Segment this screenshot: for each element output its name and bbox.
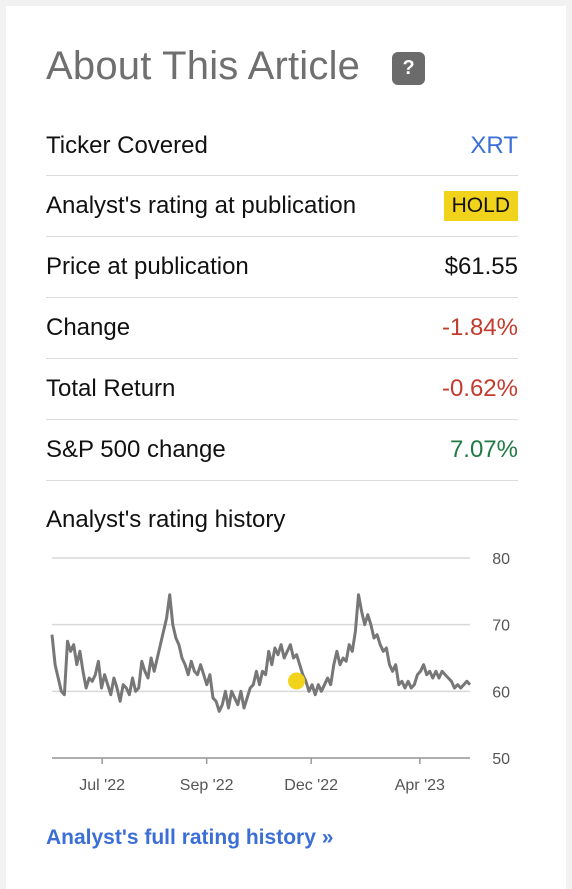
rating-label: Analyst's rating at publication [46, 192, 357, 219]
ticker-row: Ticker Covered XRT [46, 117, 518, 176]
total-return-value: -0.62% [441, 375, 518, 402]
sp500-value: 7.07% [449, 436, 518, 463]
sp500-label: S&P 500 change [46, 436, 226, 463]
total-return-row: Total Return -0.62% [46, 359, 518, 420]
price-series-line [50, 593, 472, 713]
x-tick-label: Apr '23 [395, 777, 445, 794]
total-return-label: Total Return [46, 375, 176, 402]
y-tick-label: 60 [492, 684, 510, 701]
rating-history-title: Analyst's rating history [46, 506, 286, 533]
sp500-row: S&P 500 change 7.07% [46, 420, 518, 481]
price-value: $61.55 [444, 253, 518, 280]
y-tick-label: 50 [492, 751, 510, 768]
help-icon[interactable]: ? [392, 52, 426, 85]
article-details-table: Ticker Covered XRT Analyst's rating at p… [46, 117, 518, 481]
about-article-card [6, 6, 566, 889]
full-rating-history-link[interactable]: Analyst's full rating history » [46, 826, 334, 849]
change-value: -1.84% [441, 314, 518, 341]
rating-badge: HOLD [443, 191, 518, 221]
rating-row: Analyst's rating at publication HOLD [46, 176, 518, 237]
price-row: Price at publication $61.55 [46, 237, 518, 298]
page-title: About This Article [46, 44, 361, 88]
y-tick-label: 70 [492, 618, 510, 635]
publication-marker [288, 672, 306, 690]
x-tick-label: Dec '22 [284, 777, 338, 794]
ticker-label: Ticker Covered [46, 132, 208, 159]
header: About This Article ? [46, 44, 426, 89]
change-row: Change -1.84% [46, 298, 518, 359]
change-label: Change [46, 314, 131, 341]
ticker-link[interactable]: XRT [470, 132, 518, 159]
price-label: Price at publication [46, 253, 249, 280]
x-tick-label: Sep '22 [180, 777, 234, 794]
y-tick-label: 80 [492, 551, 510, 568]
rating-history-chart: 80 70 60 50 Jul '22 Sep '22 Dec '22 Apr '23 [50, 551, 510, 794]
x-tick-label: Jul '22 [79, 777, 125, 794]
